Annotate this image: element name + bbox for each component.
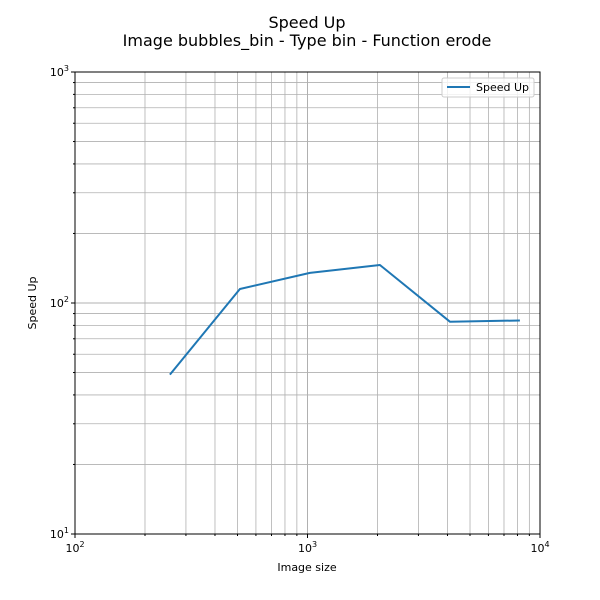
y-tick-label: 101	[50, 526, 69, 541]
series-line-speed-up	[169, 264, 520, 376]
grid-lines	[74, 72, 540, 535]
legend-label-speed-up: Speed Up	[476, 81, 529, 94]
x-tick-label: 104	[530, 540, 549, 555]
y-axis-label: Speed Up	[26, 276, 39, 329]
y-tick-label: 103	[50, 64, 69, 79]
legend-box	[441, 77, 535, 98]
legend: Speed Up	[441, 77, 535, 98]
series-group	[169, 264, 520, 376]
x-axis-label: Image size	[277, 561, 337, 574]
chart-title: Speed Up	[268, 13, 345, 32]
chart-subtitle: Image bubbles_bin - Type bin - Function …	[123, 31, 492, 51]
x-tick-label: 103	[298, 540, 317, 555]
x-tick-label: 102	[65, 540, 84, 555]
y-tick-label: 102	[50, 295, 69, 310]
